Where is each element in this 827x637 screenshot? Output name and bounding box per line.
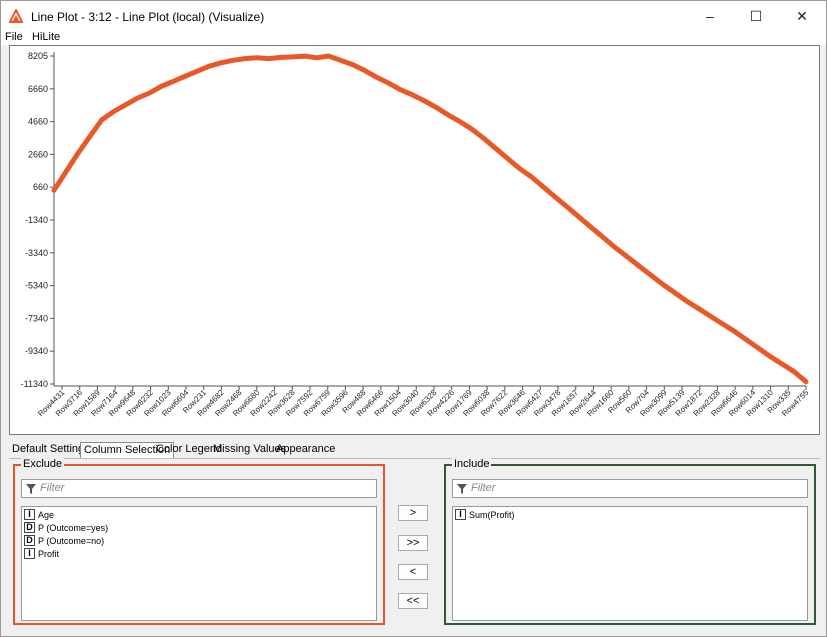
y-tick-label: -7340 <box>25 313 48 323</box>
filter-icon <box>26 484 36 494</box>
maximize-button[interactable]: ☐ <box>749 7 763 24</box>
title-bar[interactable]: Line Plot - 3:12 - Line Plot (local) (Vi… <box>1 1 826 31</box>
y-tick-label: 6660 <box>28 84 48 94</box>
remove-button[interactable]: < <box>398 564 428 580</box>
menu-bar: File HiLite <box>1 31 826 45</box>
include-list[interactable]: I Sum(Profit) <box>452 506 808 621</box>
tab-default-settings[interactable]: Default Settings <box>12 443 90 455</box>
exclude-filter-input[interactable]: Filter <box>21 479 377 498</box>
y-tick-label: 2660 <box>28 149 48 159</box>
filter-icon <box>457 484 467 494</box>
knime-app-icon <box>9 9 23 23</box>
tab-missing-values[interactable]: Missing Values <box>213 443 287 455</box>
y-axis: 8205 6660 4660 2660 660 -1340 -3340 -5340 -7340 -… <box>21 51 55 389</box>
double-type-icon: D <box>24 522 35 533</box>
list-item[interactable]: I Profit <box>24 548 59 560</box>
tab-column-selection[interactable]: Column Selection <box>80 442 175 458</box>
y-tick-label: -3340 <box>25 248 48 258</box>
tab-appearance[interactable]: Appearance <box>276 443 336 455</box>
include-panel: Include Filter I Sum(Profit) <box>444 458 816 625</box>
x-axis: Row4431Row3716Row1589Row7164Row9648Row82… <box>36 385 811 418</box>
menu-file[interactable]: File <box>5 31 23 43</box>
y-tick-label: -11340 <box>21 379 48 389</box>
exclude-filter-placeholder: Filter <box>40 482 65 494</box>
include-title: Include <box>452 458 492 470</box>
menu-hilite[interactable]: HiLite <box>32 31 61 43</box>
y-tick-label: 4660 <box>28 117 48 127</box>
include-filter-placeholder: Filter <box>471 482 496 494</box>
column-name: Profit <box>38 549 60 559</box>
tab-color-legend[interactable]: Color Legend <box>156 443 223 455</box>
column-name: P (Outcome=no) <box>38 536 105 546</box>
list-item[interactable]: I Sum(Profit) <box>455 509 515 521</box>
tab-divider <box>9 458 820 459</box>
double-type-icon: D <box>24 535 35 546</box>
y-tick-label: -5340 <box>25 281 48 291</box>
minimize-button[interactable]: – <box>706 8 714 24</box>
exclude-title: Exclude <box>21 458 65 470</box>
integer-type-icon: I <box>455 509 466 520</box>
column-name: P (Outcome=yes) <box>38 523 109 533</box>
integer-type-icon: I <box>24 509 35 520</box>
integer-type-icon: I <box>24 548 35 559</box>
remove-all-button[interactable]: << <box>398 593 428 609</box>
series-layer <box>51 53 809 385</box>
close-button[interactable]: ✕ <box>796 7 808 24</box>
list-item[interactable]: I Age <box>24 509 54 521</box>
line-plot-area[interactable]: 8205 6660 4660 2660 660 -1340 -3340 -5340 -7340 -… <box>9 45 820 435</box>
series-line <box>51 53 809 385</box>
column-name: Sum(Profit) <box>469 510 515 520</box>
add-all-button[interactable]: >> <box>398 535 428 551</box>
y-tick-label: 8205 <box>28 51 48 61</box>
include-filter-input[interactable]: Filter <box>452 479 808 498</box>
add-button[interactable]: > <box>398 505 428 521</box>
column-name: Age <box>38 510 55 520</box>
y-tick-label: -9340 <box>25 346 48 356</box>
window-title: Line Plot - 3:12 - Line Plot (local) (Vi… <box>31 10 265 24</box>
y-tick-label: 660 <box>33 182 48 192</box>
y-tick-label: -1340 <box>25 215 48 225</box>
line-plot-chart: 8205 6660 4660 2660 660 -1340 -3340 -5340 -7340 -… <box>21 51 811 418</box>
